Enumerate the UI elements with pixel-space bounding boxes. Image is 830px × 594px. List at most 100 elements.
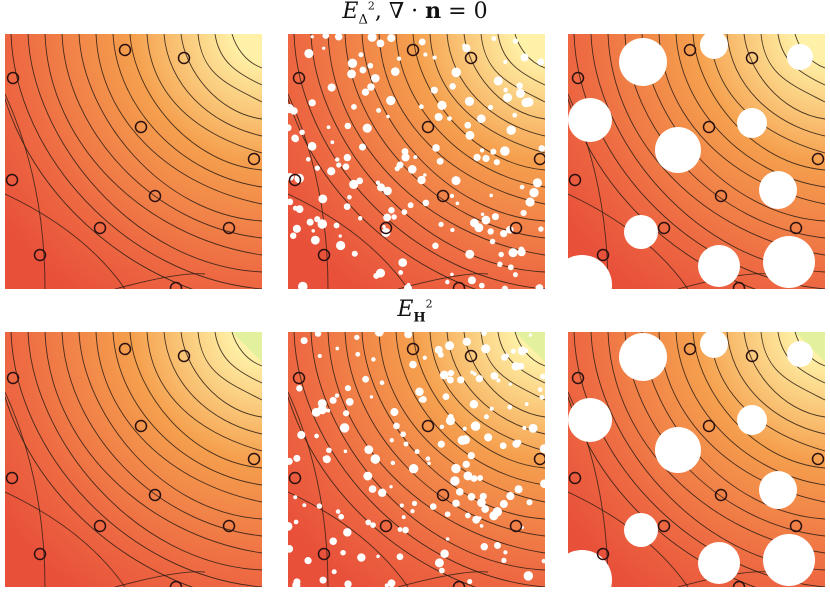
sample-marker (6, 371, 20, 385)
hole (489, 193, 493, 198)
contour-line (568, 96, 757, 289)
hole (512, 272, 518, 278)
hole (507, 404, 513, 410)
hole (472, 372, 477, 376)
hole (293, 519, 299, 525)
hole (387, 579, 396, 587)
hole (444, 511, 451, 518)
hole (345, 398, 354, 406)
contour-line (429, 332, 545, 452)
hole (624, 215, 658, 249)
contour-line (61, 34, 262, 239)
hole (478, 516, 482, 520)
hole (357, 553, 366, 562)
hole (343, 528, 352, 537)
hole (465, 249, 475, 259)
sample-marker (789, 519, 803, 533)
hole (512, 439, 521, 448)
row-2-title: EH2 (0, 297, 830, 325)
hole (384, 583, 389, 587)
sample-marker (732, 281, 746, 289)
hole (655, 427, 701, 473)
hole (358, 143, 366, 151)
hole (483, 414, 489, 420)
field-background (5, 332, 262, 587)
hole (334, 34, 343, 41)
hole (401, 515, 406, 520)
contour-line (395, 332, 545, 486)
hole (481, 332, 487, 336)
sample-marker (811, 452, 825, 466)
hole (371, 357, 376, 362)
hole (479, 148, 485, 153)
hole (450, 476, 460, 486)
hole (493, 159, 500, 166)
hole (518, 246, 525, 253)
sample-markers (568, 342, 825, 587)
contour-line (5, 394, 194, 587)
contour-line (327, 34, 545, 256)
hole (514, 485, 523, 494)
contour-line (288, 96, 477, 289)
sample-marker (702, 120, 716, 134)
sample-marker (568, 471, 582, 485)
sample-marker (533, 452, 545, 466)
hole (501, 557, 507, 564)
hole (501, 285, 509, 289)
hole (451, 176, 461, 186)
hole (406, 282, 411, 287)
sample-marker (657, 519, 671, 533)
hole (362, 375, 370, 383)
hole (377, 183, 386, 192)
hole (354, 334, 360, 341)
hole (442, 393, 450, 400)
hole (541, 558, 545, 564)
hole (523, 571, 534, 581)
sample-marker (702, 419, 716, 433)
energy-subscript: H (413, 310, 426, 326)
hole (304, 48, 314, 59)
hole (450, 227, 455, 233)
hole (396, 553, 404, 561)
hole (524, 97, 534, 107)
hole (475, 374, 484, 383)
hole (462, 337, 471, 346)
sample-marker (93, 221, 107, 235)
hole (487, 104, 494, 110)
hole (316, 503, 323, 509)
hole (356, 177, 364, 185)
hole (317, 353, 322, 359)
hole (501, 354, 508, 361)
contour-line (146, 332, 262, 452)
sample-marker (509, 221, 523, 235)
contour-line (288, 193, 409, 289)
sample-marker (169, 580, 183, 587)
hole (467, 276, 476, 285)
hole (326, 125, 331, 130)
hole (481, 215, 491, 225)
contour-line (112, 34, 262, 188)
hole (490, 372, 499, 380)
hole (445, 341, 455, 351)
hole (462, 460, 470, 468)
hole (432, 55, 437, 60)
hole (342, 410, 350, 417)
row1-sparse-samples-panel (5, 34, 262, 289)
hole (447, 369, 455, 377)
hole (383, 213, 392, 222)
hole (489, 511, 499, 521)
energy-symbol: E (397, 297, 414, 322)
contour-line (288, 391, 329, 587)
sample-marker (379, 519, 393, 533)
hole (288, 545, 294, 553)
hole (379, 380, 385, 386)
contour-line (5, 391, 46, 587)
hole (464, 96, 475, 107)
sample-marker (421, 419, 435, 433)
hole (339, 423, 350, 433)
sample-marker (789, 221, 803, 235)
sample-marker (596, 547, 610, 561)
hole (655, 127, 701, 173)
hole (473, 153, 481, 162)
sample-marker (421, 120, 435, 134)
